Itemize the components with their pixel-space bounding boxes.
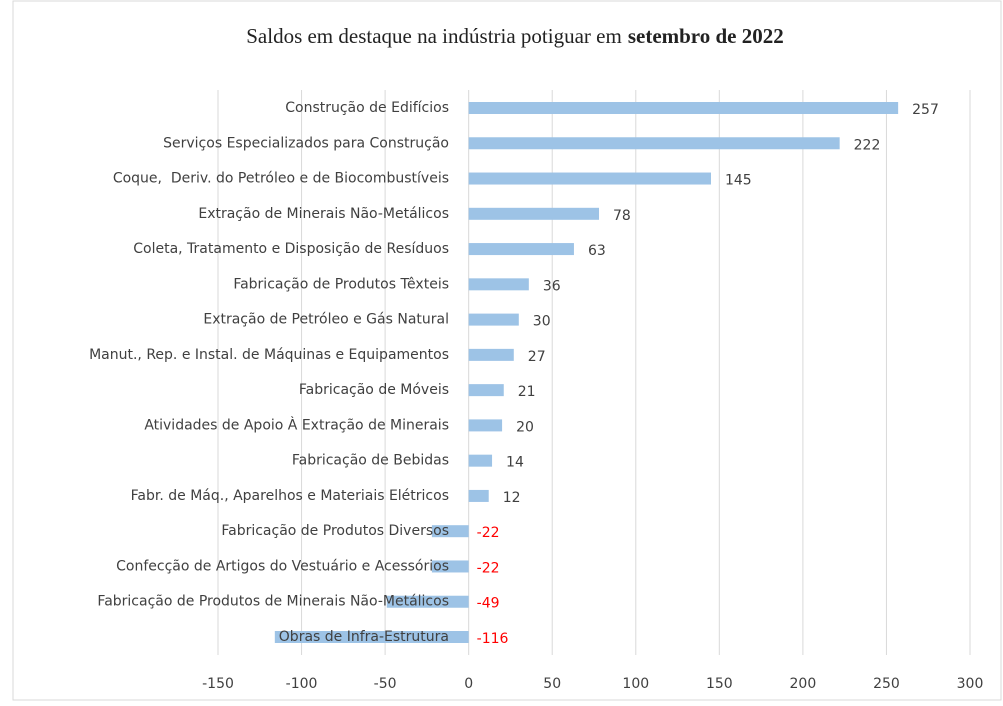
- x-tick-label: 0: [464, 676, 473, 692]
- bar: [468, 454, 493, 467]
- x-tick-label: 100: [622, 676, 649, 692]
- bar: [468, 419, 503, 432]
- bar: [468, 489, 489, 502]
- title-emphasis: setembro de 2022: [628, 24, 784, 48]
- value-label: -49: [477, 596, 500, 612]
- category-label: Fabricação de Produtos Diversos: [221, 523, 449, 539]
- bar: [468, 207, 600, 220]
- bar: [468, 278, 529, 291]
- bar: [468, 348, 514, 361]
- value-label: -116: [477, 631, 509, 647]
- category-label: Extração de Minerais Não-Metálicos: [198, 206, 449, 222]
- title-text: Saldos em destaque na indústria potiguar…: [246, 24, 622, 48]
- value-label: 36: [543, 278, 561, 294]
- category-label: Fabricação de Produtos Têxteis: [233, 276, 449, 292]
- value-label: -22: [477, 560, 500, 576]
- value-label: 21: [518, 384, 536, 400]
- value-label: 30: [533, 314, 551, 330]
- x-tick-label: 250: [873, 676, 900, 692]
- value-label: 20: [516, 419, 534, 435]
- value-label: 63: [588, 243, 606, 259]
- bar: [431, 560, 469, 573]
- bar: [468, 137, 840, 150]
- value-label: 78: [613, 208, 631, 224]
- bar: [431, 525, 469, 538]
- x-tick-label: -100: [286, 676, 318, 692]
- category-label: Fabricação de Produtos de Minerais Não-M…: [97, 594, 449, 610]
- x-tick-label: 300: [957, 676, 984, 692]
- value-label: -22: [477, 525, 500, 541]
- x-tick-label: 150: [706, 676, 733, 692]
- category-label: Coleta, Tratamento e Disposição de Resíd…: [133, 241, 449, 257]
- value-label: 145: [725, 173, 752, 189]
- category-label: Serviços Especializados para Construção: [163, 135, 449, 151]
- x-tick-label: -50: [374, 676, 397, 692]
- category-label: Fabr. de Máq., Aparelhos e Materiais Elé…: [131, 488, 449, 504]
- value-label: 257: [912, 102, 939, 118]
- category-label: Construção de Edifícios: [285, 100, 449, 116]
- category-label: Fabricação de Bebidas: [292, 453, 449, 469]
- bar: [274, 631, 469, 643]
- category-label: Extração de Petróleo e Gás Natural: [203, 312, 449, 328]
- value-label: 12: [503, 490, 521, 506]
- category-label: Manut., Rep. e Instal. de Máquinas e Equ…: [89, 347, 449, 363]
- bar: [468, 384, 504, 397]
- category-label: Atividades de Apoio À Extração de Minera…: [144, 416, 449, 433]
- bar: [386, 595, 469, 608]
- category-label: Fabricação de Móveis: [299, 382, 449, 398]
- chart-border: [12, 0, 1002, 701]
- category-label: Confecção de Artigos do Vestuário e Aces…: [116, 558, 449, 574]
- value-label: 27: [528, 349, 546, 365]
- chart-title: Saldos em destaque na indústria potiguar…: [246, 24, 784, 48]
- x-tick-label: 200: [790, 676, 817, 692]
- category-label: Obras de Infra-Estrutura: [279, 629, 449, 645]
- category-label: Coque, Deriv. do Petróleo e de Biocombus…: [113, 171, 449, 187]
- bar: [468, 172, 711, 185]
- bar: [468, 102, 899, 114]
- value-label: 222: [854, 137, 881, 153]
- x-tick-label: -150: [202, 676, 234, 692]
- x-tick-label: 50: [543, 676, 561, 692]
- bar: [468, 313, 519, 326]
- value-label: 14: [506, 455, 524, 471]
- bar: [468, 243, 574, 256]
